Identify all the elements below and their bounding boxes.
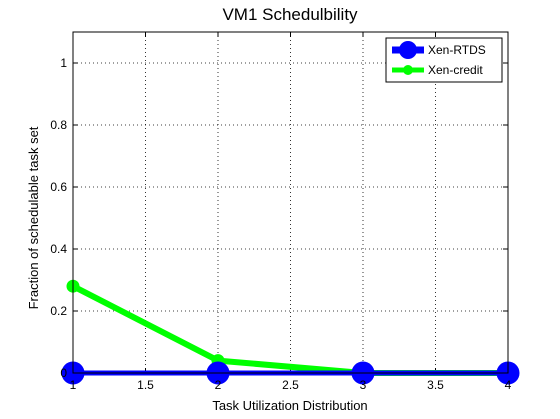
y-tick-label: 0.4: [50, 242, 67, 256]
legend-entries: Xen-RTDS Xen-credit: [392, 41, 486, 77]
grid-lines: [73, 32, 508, 373]
legend-label: Xen-RTDS: [428, 43, 486, 57]
legend-entry-xen-rtds: Xen-RTDS: [392, 41, 486, 59]
y-tick-label: 0.6: [50, 180, 67, 194]
x-axis-label: Task Utilization Distribution: [212, 398, 367, 413]
legend-swatch-marker: [399, 41, 417, 59]
x-tick-label: 2.5: [282, 378, 299, 392]
y-tick-label: 1: [60, 56, 67, 70]
x-tick-label: 3: [360, 378, 367, 392]
axis-frame: [72, 31, 509, 374]
y-tick-label: 0.2: [50, 304, 67, 318]
legend-label: Xen-credit: [428, 63, 483, 77]
x-tick-label: 2: [215, 378, 222, 392]
plot-area: [61, 31, 520, 385]
chart-legend: Xen-RTDS Xen-credit: [385, 37, 503, 83]
x-tick-label: 1: [70, 378, 77, 392]
x-tick-labels: 1 1.5 2 2.5 3 3.5 4: [70, 378, 512, 392]
y-tick-label: 0: [60, 366, 67, 380]
x-tick-label: 1.5: [137, 378, 154, 392]
legend-entry-xen-credit: Xen-credit: [392, 63, 483, 77]
legend-swatch-marker: [403, 65, 413, 75]
y-tick-label: 0.8: [50, 118, 67, 132]
chart-title: VM1 Schedulbility: [222, 5, 358, 24]
y-axis-label: Fraction of schedulable task set: [26, 126, 41, 309]
axes-frame-border: [72, 31, 509, 374]
y-tick-labels: 0 0.2 0.4 0.6 0.8 1: [50, 56, 67, 380]
x-tick-label: 4: [505, 378, 512, 392]
x-tick-label: 3.5: [427, 378, 444, 392]
